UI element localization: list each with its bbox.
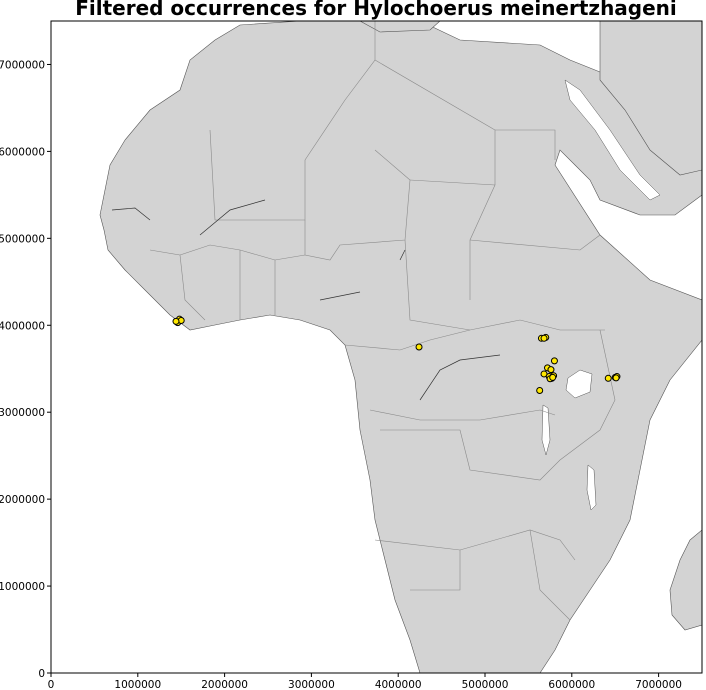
occurrence-point: [536, 386, 544, 394]
occurrence-point: [549, 373, 557, 381]
y-tick-label: 6000000: [0, 146, 45, 158]
occurrence-point: [415, 343, 423, 351]
x-tick-label: 2000000: [201, 679, 248, 690]
occurrence-point: [612, 374, 620, 382]
occurrence-points: [172, 315, 621, 394]
land-africa: [99, 21, 702, 673]
y-tick-label: 1000000: [0, 581, 45, 593]
country-borders: [149, 21, 616, 621]
y-tick-label: 3000000: [0, 407, 45, 419]
x-tick-label: 1000000: [114, 679, 161, 690]
x-tick-label: 3000000: [288, 679, 335, 690]
land-europe: [359, 21, 441, 33]
red-sea: [564, 79, 661, 201]
occurrence-point: [540, 334, 548, 342]
x-tick-label: 7000000: [635, 679, 682, 690]
land-arabia: [599, 21, 702, 176]
x-tick-label: 4000000: [375, 679, 422, 690]
x-tick-label: 0: [48, 679, 55, 690]
x-tick-label: 6000000: [548, 679, 595, 690]
y-tick-label: 4000000: [0, 320, 45, 332]
y-tick-label: 2000000: [0, 494, 45, 506]
map-title: Filtered occurrences for Hylochoerus mei…: [75, 0, 677, 20]
occurrence-point: [604, 374, 612, 382]
occurrence-point: [550, 357, 558, 365]
rivers: [111, 199, 501, 401]
plot-frame: [50, 20, 703, 674]
y-tick-label: 0: [38, 668, 45, 680]
lake-victoria: [565, 369, 593, 399]
lake-malawi: [586, 464, 597, 511]
x-axis: 0 1000000 2000000 3000000 4000000 5000000 6000…: [48, 673, 682, 690]
lake-tanganyika: [541, 404, 551, 456]
x-tick-label: 5000000: [462, 679, 509, 690]
land-madagascar: [669, 529, 702, 631]
y-tick-label: 7000000: [0, 59, 45, 71]
y-tick-label: 5000000: [0, 233, 45, 245]
y-axis: 0 1000000 2000000 3000000 4000000 5000000 6000…: [0, 59, 51, 680]
occurrence-point: [172, 317, 180, 325]
basemap: [99, 21, 702, 673]
occurrence-point: [547, 366, 555, 374]
